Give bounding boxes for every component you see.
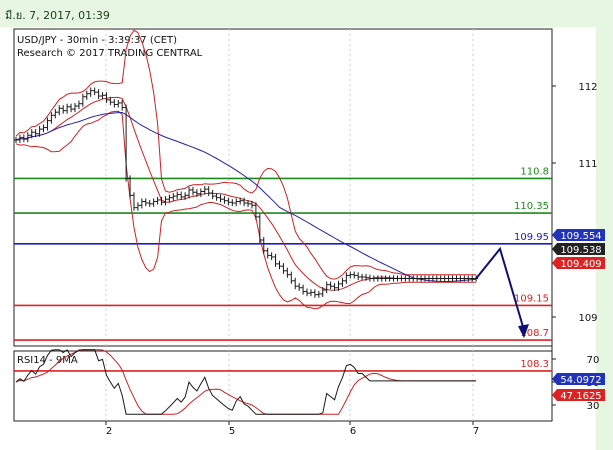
- price-tag-label: 109.538: [560, 245, 601, 256]
- x-tick-label: 7: [473, 426, 479, 437]
- rsi-value-tag: [552, 389, 605, 401]
- moving-average-line: [15, 111, 477, 282]
- chart-title: USD/JPY - 30min - 3:39:37 (CET): [17, 35, 177, 46]
- rsi-line: [15, 349, 477, 415]
- level-label: 108.3: [520, 359, 549, 370]
- chart-subtitle: Research © 2017 TRADING CENTRAL: [17, 48, 203, 59]
- level-label: 110.35: [514, 201, 549, 212]
- header-bar: มี.ย. 7, 2017, 01:39: [0, 0, 613, 27]
- x-tick-label: 5: [229, 426, 235, 437]
- y-tick-label: 112: [578, 82, 597, 93]
- rsi-value-tag-label: 47.1625: [560, 391, 601, 402]
- level-label: 108.7: [520, 328, 549, 339]
- rsi-y-tick-label: 70: [587, 355, 600, 366]
- y-tick-label: 109: [578, 313, 597, 324]
- rsi-y-tick-label: 30: [587, 401, 600, 412]
- forecast-arrow-head: [518, 324, 529, 339]
- price-tag-label: 109.409: [560, 259, 601, 270]
- forecast-arrow: [475, 246, 525, 331]
- rsi-value-tag: [552, 373, 605, 385]
- price-tag: [552, 243, 605, 255]
- bollinger-mid-band: [15, 96, 477, 291]
- header-datetime: มี.ย. 7, 2017, 01:39: [5, 9, 110, 22]
- y-tick-label: 111: [578, 159, 597, 170]
- rsi-title: RSI14 - 9MA: [17, 355, 78, 366]
- price-tag: [552, 257, 605, 269]
- bollinger-lower-band: [15, 110, 477, 310]
- x-tick-label: 2: [106, 426, 112, 437]
- price-tag: [552, 229, 605, 241]
- bollinger-upper-band: [15, 29, 477, 280]
- level-label: 110.8: [520, 166, 549, 177]
- price-tag-label: 109.554: [560, 231, 601, 242]
- price-panel-frame: [13, 28, 553, 347]
- level-label: 109.15: [514, 293, 549, 304]
- x-tick-label: 6: [350, 426, 356, 437]
- rsi-value-tag-label: 54.0972: [560, 375, 601, 386]
- rsi-panel-frame: [13, 350, 553, 422]
- level-label: 109.95: [514, 232, 549, 243]
